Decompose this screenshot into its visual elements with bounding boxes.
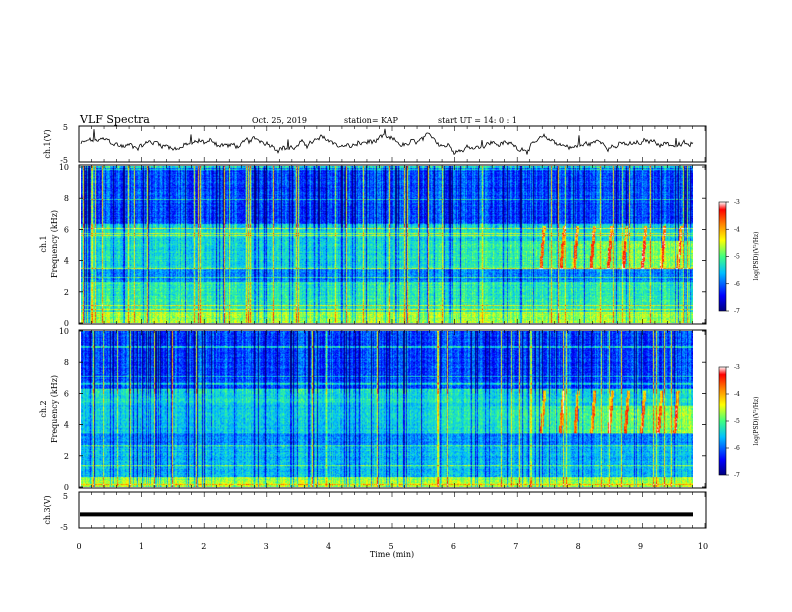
- minor-ticks: [78, 126, 706, 528]
- spec-ytick-label: 8: [64, 358, 69, 367]
- spec-ytick-label: 4: [64, 421, 69, 430]
- figure-title: VLF Spectra: [79, 113, 150, 126]
- spec-ytick-label: 0: [64, 483, 69, 492]
- ch3-ytick-bottom: -5: [60, 523, 68, 532]
- ch3-ytick-top: 5: [63, 492, 68, 501]
- ch2-spectrogram-panel: ch.2 Frequency (kHz) 0 2 4 6 8 10: [39, 327, 707, 492]
- x-tick-label: 3: [264, 542, 269, 551]
- spec-ytick-label: 6: [64, 225, 69, 234]
- colorbar-tick-label: -3: [734, 199, 740, 206]
- spec-ytick-label: 4: [64, 257, 69, 266]
- spec-ytick-label: 10: [59, 327, 69, 336]
- x-tick-label: 8: [576, 542, 581, 551]
- ch1-ylabel: ch.1(V): [43, 129, 52, 158]
- colorbar-tick-label: -7: [734, 308, 740, 315]
- x-tick-label: 1: [139, 542, 144, 551]
- x-tick-label: 7: [513, 542, 518, 551]
- x-tick-label: 6: [451, 542, 456, 551]
- ch2-colorbar-label: log(PSD)(V²/Hz): [753, 397, 760, 446]
- ch2-spec-channel-label: ch.2: [39, 400, 48, 417]
- colorbar-tick-label: -7: [734, 472, 740, 479]
- ch1-waveform-panel: ch.1(V) 5 -5: [43, 123, 707, 165]
- ch1-ytick-bottom: -5: [60, 156, 68, 165]
- x-tick-label: 10: [698, 542, 708, 551]
- colorbar-tick-label: -6: [734, 445, 740, 452]
- x-tick-label: 5: [388, 542, 393, 551]
- ch1-spectrogram-image: [81, 166, 693, 323]
- spec-ytick-label: 2: [64, 452, 69, 461]
- x-tick-label: 2: [201, 542, 206, 551]
- ch1-spec-ylabel: Frequency (kHz): [50, 210, 59, 278]
- ch1-spec-channel-label: ch.1: [39, 235, 48, 252]
- spec-ytick-label: 8: [64, 194, 69, 203]
- x-axis-label: Time (min): [370, 550, 414, 559]
- spec-ytick-label: 0: [64, 319, 69, 328]
- ch1-spectrogram-panel: ch.1 Frequency (kHz) 0 2 4 6 8 10: [39, 163, 707, 328]
- colorbar-tick-label: -4: [734, 226, 740, 233]
- ch1-colorbar-label: log(PSD)(V²/Hz): [753, 232, 760, 281]
- x-tick-label: 9: [638, 542, 643, 551]
- x-tick-label: 4: [326, 542, 331, 551]
- ch3-ylabel: ch.3(V): [43, 495, 52, 524]
- spec-ytick-label: 2: [64, 288, 69, 297]
- colorbar-tick-label: -4: [734, 391, 740, 398]
- ch2-spectrogram-image: [81, 331, 693, 487]
- spec-ytick-label: 10: [59, 163, 69, 172]
- date-label: Oct. 25, 2019: [252, 116, 307, 125]
- ch1-waveform-line: [80, 128, 694, 156]
- start-time-label: start UT = 14: 0 : 1: [438, 116, 517, 125]
- ch3-waveform-panel: ch.3(V) 5 -5 0 1 2 3 4 5 6 7 8 9 10 Time (min): [43, 491, 708, 559]
- station-label: station= KAP: [344, 116, 399, 125]
- colorbar-tick-label: -5: [734, 418, 740, 425]
- colorbar-tick-label: -3: [734, 364, 740, 371]
- colorbar-tick-label: -5: [734, 254, 740, 261]
- spec-ytick-label: 6: [64, 389, 69, 398]
- ch1-colorbar: -3 -4 -5 -6 -7 log(PSD)(V²/Hz): [718, 199, 760, 315]
- ch2-spec-ylabel: Frequency (kHz): [50, 375, 59, 443]
- colorbar-tick-label: -6: [734, 281, 740, 288]
- x-tick-label: 0: [76, 542, 81, 551]
- ch1-ytick-top: 5: [63, 123, 68, 132]
- ch2-colorbar: -3 -4 -5 -6 -7 log(PSD)(V²/Hz): [718, 364, 760, 479]
